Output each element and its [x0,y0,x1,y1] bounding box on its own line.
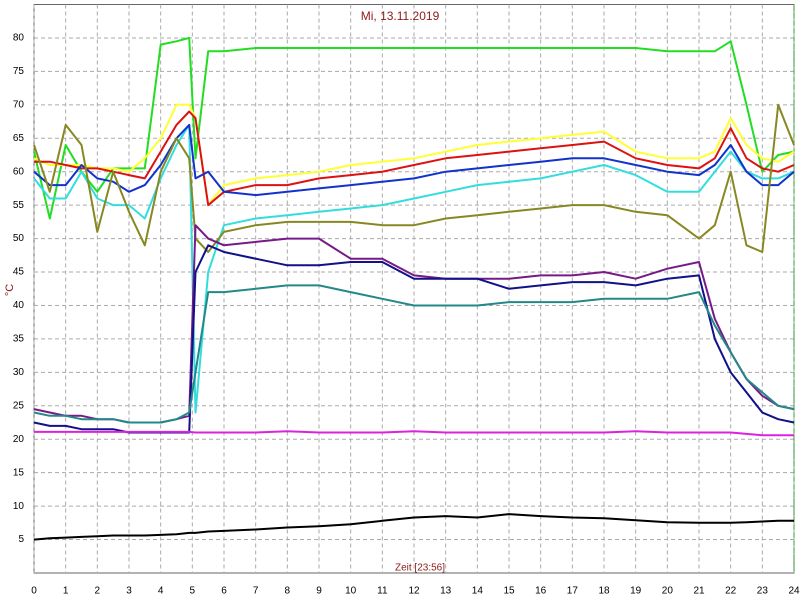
x-tick-label: 1 [63,586,69,597]
x-axis-label: Zeit [23:56] [395,563,445,574]
x-tick-label: 22 [725,586,737,597]
x-tick-label: 18 [598,586,610,597]
y-tick-label: 25 [13,400,25,411]
y-tick-label: 80 [13,33,25,44]
series-line [33,123,795,197]
y-tick-label: 75 [13,66,25,77]
series-line [33,103,795,207]
x-tick-label: 14 [472,586,484,597]
x-tick-label: 13 [440,586,452,597]
y-tick-label: 70 [13,99,25,110]
y-tick-label: 5 [18,534,24,545]
x-tick-label: 3 [126,586,132,597]
y-tick-label: 15 [13,467,25,478]
y-tick-label: 50 [13,233,25,244]
x-tick-label: 4 [158,586,164,597]
x-tick-label: 19 [630,586,642,597]
y-axis-label: °C [4,284,16,296]
x-tick-label: 20 [662,586,674,597]
y-tick-label: 10 [13,501,25,512]
y-tick-label: 20 [13,434,25,445]
x-tick-label: 10 [345,586,357,597]
x-tick-label: 21 [693,586,705,597]
x-tick-label: 12 [408,586,420,597]
y-tick-label: 55 [13,200,25,211]
x-tick-label: 8 [285,586,291,597]
y-tick-label: 65 [13,133,25,144]
x-tick-label: 23 [757,586,769,597]
series-line [33,284,795,424]
x-tick-label: 17 [567,586,579,597]
x-tick-label: 9 [316,586,322,597]
x-tick-label: 24 [788,586,800,597]
y-tick-label: 45 [13,267,25,278]
series-line [33,36,795,220]
x-tick-label: 11 [377,586,388,597]
y-tick-label: 30 [13,367,25,378]
series-line [34,110,795,207]
series-line [34,430,794,437]
x-tick-label: 6 [221,586,227,597]
x-tick-label: 16 [535,586,547,597]
x-tick-label: 0 [31,586,37,597]
x-tick-label: 2 [95,586,101,597]
x-tick-label: 15 [503,586,515,597]
series-line [33,123,795,414]
chart-title: Mi, 13.11.2019 [361,9,440,23]
y-tick-label: 40 [13,300,25,311]
series-line [33,103,795,253]
y-tick-label: 60 [13,166,25,177]
y-tick-label: 35 [13,334,25,345]
x-tick-label: 7 [253,586,259,597]
series-line [33,513,794,541]
x-tick-label: 5 [190,586,196,597]
